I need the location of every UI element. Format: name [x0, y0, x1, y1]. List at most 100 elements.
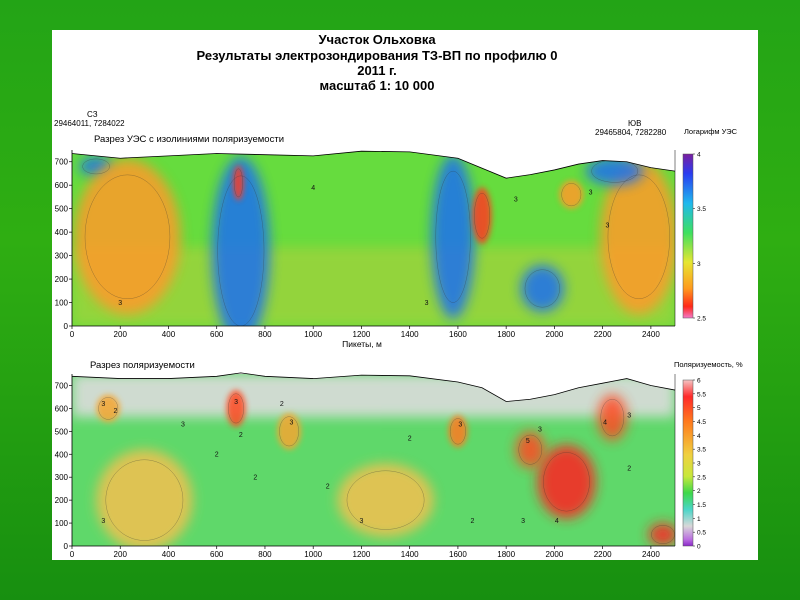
x-tick-label: 1600: [449, 550, 467, 559]
anomaly-2: [74, 159, 181, 315]
anomaly-4: [233, 165, 244, 201]
contour-label: 3: [514, 197, 518, 204]
contour-label: 3: [458, 422, 462, 429]
y-tick-label: 200: [55, 496, 69, 505]
x-tick-label: 800: [258, 330, 272, 339]
x-tick-label: 1200: [353, 330, 371, 339]
profile-right-coords: 29465804, 7282280: [595, 128, 667, 137]
y-tick-label: 0: [64, 322, 69, 331]
relief-line: [71, 372, 676, 402]
anomaly-7: [520, 264, 565, 312]
contour-label: 3: [290, 419, 294, 426]
contour-label: 4: [311, 185, 315, 192]
panel1-colorbar-title: Логарифм УЭС: [684, 127, 738, 136]
contour-label: 2: [239, 432, 243, 439]
contour-line-1: [543, 452, 590, 512]
anomaly-5: [431, 154, 475, 319]
profile-left-coords: 29464011, 7284022: [54, 119, 125, 128]
anomaly-8: [96, 394, 121, 423]
contour-label: 2: [408, 436, 412, 443]
colorbar-tick-label: 3.5: [697, 206, 706, 213]
y-tick-label: 100: [55, 519, 69, 528]
anomaly-6: [96, 449, 193, 546]
title-line-1: Участок Ольховка: [318, 32, 436, 47]
x-tick-label: 1200: [353, 550, 371, 559]
colorbar-tick-label: 5: [697, 405, 701, 412]
x-tick-label: 400: [162, 550, 176, 559]
contour-line-4: [228, 393, 244, 424]
y-tick-label: 0: [64, 542, 69, 551]
x-tick-label: 800: [258, 550, 272, 559]
contour-label: 3: [538, 426, 542, 433]
field-band: [72, 374, 675, 417]
contour-label: 3: [521, 518, 525, 525]
contour-line-1: [82, 158, 110, 175]
resistivity-axes: 0 200 400 600 800 1000 1200 1400 1600 1800 2000 220…: [55, 150, 676, 339]
contour-line-5: [450, 418, 466, 445]
contour-label: 2: [627, 465, 631, 472]
contour-line-2: [518, 434, 543, 465]
anomaly-6: [472, 187, 492, 244]
y-tick-label: 100: [55, 299, 69, 308]
polarizability-section-panel: Разрез поляризуемости Поляризуемость, % …: [55, 360, 743, 559]
contour-line-2: [84, 174, 171, 299]
panel1-title: Разрез УЭС с изолиниями поляризуемости: [94, 134, 284, 145]
colorbar-tick-label: 5.5: [697, 391, 706, 398]
figure-canvas: Участок Ольховка Результаты электрозонди…: [54, 32, 743, 559]
contour-label: 3: [359, 518, 363, 525]
x-tick-label: 400: [162, 330, 176, 339]
contour-label: 2: [326, 484, 330, 491]
x-tick-label: 1800: [497, 550, 515, 559]
contour-line-3: [600, 399, 625, 437]
contour-label: 2: [280, 401, 284, 408]
colorbar-tick-label: 3: [697, 261, 701, 268]
colorbar-tick-label: 0.5: [697, 530, 706, 537]
contour-label: 2: [215, 452, 219, 459]
polarizability-plot-area: 3 2 3 3 3 2 2 2 2 3 2 3 2 3 2 3 5 3 4 4 3 2: [71, 372, 676, 546]
y-tick-label: 600: [55, 404, 69, 413]
x-tick-label: 200: [114, 550, 128, 559]
polarizability-colorbar: 6 5.5 5 4.5 4 3.5 3 2.5 2 1.5 1 0.5 0: [682, 378, 706, 551]
colorbar-tick-label: 4: [697, 433, 701, 440]
contour-line-4: [233, 168, 243, 198]
y-tick-label: 500: [55, 205, 69, 214]
contour-label: 5: [526, 438, 530, 445]
contour-label: 4: [555, 518, 559, 525]
relief-line: [71, 150, 676, 179]
profile-left-direction: СЗ: [87, 110, 98, 119]
colorbar-tick-label: 3.5: [697, 447, 706, 454]
x-tick-label: 0: [70, 330, 75, 339]
anomaly-2: [515, 431, 545, 469]
x-tick-label: 2400: [642, 550, 660, 559]
colorbar-tick-label: 2.5: [697, 474, 706, 481]
title-line-4: масштаб 1: 10 000: [320, 78, 435, 93]
x-tick-label: 600: [210, 330, 224, 339]
colorbar-tick-label: 2: [697, 488, 701, 495]
colorbar-tick-label: 1.5: [697, 502, 706, 509]
contour-label: 3: [118, 300, 122, 307]
x-tick-label: 2200: [594, 550, 612, 559]
contour-label: 2: [470, 518, 474, 525]
contour-line-8: [98, 397, 119, 420]
y-tick-label: 500: [55, 427, 69, 436]
contour-label: 3: [181, 422, 185, 429]
x-tick-label: 2200: [594, 330, 612, 339]
colorbar-tick-label: 2.5: [697, 316, 706, 323]
anomaly-4: [226, 390, 246, 427]
anomaly-3: [211, 157, 270, 326]
anomaly-9: [277, 412, 302, 450]
contour-label: 3: [606, 222, 610, 229]
title-line-3: 2011 г.: [357, 63, 397, 78]
section-field: [72, 151, 675, 326]
contour-line-5: [435, 170, 471, 303]
x-tick-label: 1800: [497, 330, 515, 339]
contour-label: 3: [234, 399, 238, 406]
anomaly-9: [559, 180, 584, 209]
colorbar-tick-label: 4: [697, 152, 701, 159]
x-tick-label: 1000: [304, 550, 322, 559]
panel2-title: Разрез поляризуемости: [90, 360, 195, 371]
title-line-2: Результаты электрозондирования ТЗ-ВП по …: [197, 48, 558, 63]
contour-line-9: [279, 416, 299, 447]
x-tick-label: 1000: [304, 330, 322, 339]
resistivity-plot-area: 3 3 3 3 4 3: [71, 150, 676, 326]
